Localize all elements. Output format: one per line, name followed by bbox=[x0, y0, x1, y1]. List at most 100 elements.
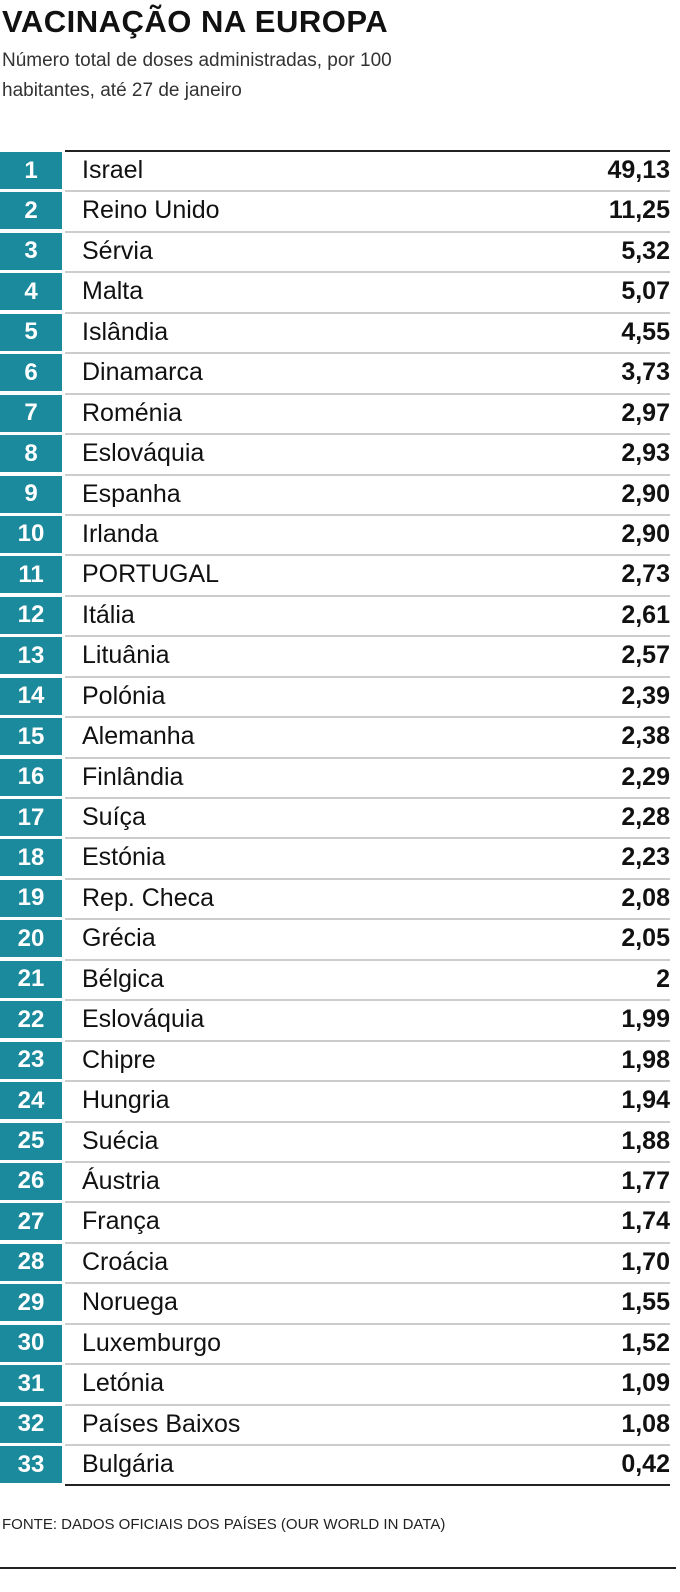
country-name: Noruega bbox=[82, 1288, 178, 1317]
ranking-table: 1 Israel 49,13 2 Reino Unido 11,25 3 Sérvia 5,32… bbox=[0, 150, 670, 1484]
rank-badge: 21 bbox=[0, 960, 62, 998]
country-name: Suíça bbox=[82, 803, 146, 831]
table-row: 5 Islândia 4,55 bbox=[0, 311, 670, 352]
row-divider bbox=[65, 1080, 670, 1083]
rank-badge: 8 bbox=[0, 435, 62, 473]
country-name: Bélgica bbox=[82, 964, 164, 993]
country-name: Croácia bbox=[82, 1247, 169, 1276]
table-row: 28 Croácia 1,70 bbox=[0, 1241, 670, 1282]
row-divider bbox=[65, 190, 670, 193]
row-divider bbox=[65, 594, 670, 597]
table-bottom-rule bbox=[65, 1484, 670, 1486]
table-row: 32 Países Baixos 1,08 bbox=[0, 1403, 670, 1444]
table-row: 6 Dinamarca 3,73 bbox=[0, 352, 670, 392]
dose-value: 2,90 bbox=[621, 519, 670, 548]
row-divider bbox=[65, 1322, 670, 1325]
table-row: 1 Israel 49,13 bbox=[0, 150, 670, 190]
row-divider bbox=[65, 1241, 670, 1244]
rank-badge: 1 bbox=[0, 152, 62, 189]
rank-badge: 30 bbox=[0, 1324, 62, 1362]
country-name: Hungria bbox=[82, 1086, 170, 1115]
dose-value: 2,29 bbox=[621, 762, 670, 791]
table-row: 24 Hungria 1,94 bbox=[0, 1080, 670, 1120]
table-row: 3 Sérvia 5,32 bbox=[0, 230, 670, 271]
rank-badge: 27 bbox=[0, 1203, 62, 1241]
dose-value: 2,38 bbox=[621, 722, 670, 751]
row-divider bbox=[65, 958, 670, 961]
table-row: 15 Alemanha 2,38 bbox=[0, 716, 670, 756]
country-name: Reino Unido bbox=[82, 196, 220, 225]
dose-value: 11,25 bbox=[608, 196, 670, 225]
row-divider bbox=[65, 352, 670, 355]
table-row: 23 Chipre 1,98 bbox=[0, 1039, 670, 1080]
row-divider bbox=[65, 635, 670, 638]
rank-badge: 6 bbox=[0, 354, 62, 392]
rank-badge: 2 bbox=[0, 192, 62, 230]
table-row: 9 Espanha 2,90 bbox=[0, 473, 670, 514]
table-row: 22 Eslováquia 1,99 bbox=[0, 999, 670, 1039]
country-name: Países Baixos bbox=[82, 1409, 241, 1438]
table-row: 14 Polónia 2,39 bbox=[0, 675, 670, 716]
table-row: 19 Rep. Checa 2,08 bbox=[0, 877, 670, 918]
dose-value: 5,32 bbox=[621, 236, 670, 265]
dose-value: 49,13 bbox=[607, 156, 670, 184]
row-divider bbox=[65, 797, 670, 799]
table-row: 12 Itália 2,61 bbox=[0, 594, 670, 635]
table-row: 33 Bulgária 0,42 bbox=[0, 1444, 670, 1484]
country-name: Estónia bbox=[82, 843, 166, 872]
table-row: 31 Letónia 1,09 bbox=[0, 1363, 670, 1403]
rank-badge: 29 bbox=[0, 1284, 62, 1322]
table-row: 10 Irlanda 2,90 bbox=[0, 513, 670, 554]
table-row: 20 Grécia 2,05 bbox=[0, 918, 670, 958]
country-name: Irlanda bbox=[82, 519, 159, 548]
dose-value: 5,07 bbox=[621, 277, 670, 306]
country-name: Roménia bbox=[82, 398, 183, 427]
dose-value: 1,55 bbox=[621, 1288, 670, 1317]
row-divider bbox=[65, 675, 670, 678]
dose-value: 2,73 bbox=[621, 560, 670, 589]
rank-badge: 28 bbox=[0, 1243, 62, 1281]
country-name: Suécia bbox=[82, 1126, 159, 1155]
table-row: 17 Suíça 2,28 bbox=[0, 797, 670, 837]
country-name: Bulgária bbox=[82, 1450, 174, 1478]
dose-value: 2,28 bbox=[621, 803, 670, 831]
country-name: Dinamarca bbox=[82, 358, 203, 387]
country-name: PORTUGAL bbox=[82, 560, 220, 589]
rank-badge: 14 bbox=[0, 677, 62, 715]
country-name: Finlândia bbox=[82, 762, 184, 791]
dose-value: 2,97 bbox=[621, 398, 670, 427]
row-divider bbox=[65, 513, 670, 516]
rank-badge: 11 bbox=[0, 556, 62, 594]
rank-badge: 9 bbox=[0, 475, 62, 513]
rank-badge: 19 bbox=[0, 879, 62, 917]
dose-value: 2 bbox=[656, 964, 670, 993]
row-divider bbox=[65, 877, 670, 880]
rank-badge: 24 bbox=[0, 1082, 62, 1120]
dose-value: 2,61 bbox=[621, 600, 670, 629]
country-name: Alemanha bbox=[82, 722, 195, 751]
table-row: 4 Malta 5,07 bbox=[0, 271, 670, 311]
row-divider bbox=[65, 1282, 670, 1285]
table-row: 30 Luxemburgo 1,52 bbox=[0, 1322, 670, 1363]
country-name: França bbox=[82, 1207, 160, 1236]
country-name: Áustria bbox=[82, 1166, 160, 1195]
rank-badge: 7 bbox=[0, 394, 62, 432]
row-divider bbox=[65, 756, 670, 759]
dose-value: 2,57 bbox=[621, 641, 670, 670]
rank-badge: 23 bbox=[0, 1041, 62, 1079]
table-row: 29 Noruega 1,55 bbox=[0, 1282, 670, 1322]
dose-value: 3,73 bbox=[621, 358, 670, 387]
chart-title: VACINAÇÃO NA EUROPA bbox=[2, 4, 389, 39]
country-name: Espanha bbox=[82, 479, 181, 508]
rank-badge: 18 bbox=[0, 839, 62, 877]
country-name: Lituânia bbox=[82, 641, 170, 670]
country-name: Grécia bbox=[82, 924, 156, 953]
row-divider bbox=[65, 1363, 670, 1366]
chart-subtitle: Número total de doses administradas, por… bbox=[2, 50, 392, 101]
row-divider bbox=[65, 1039, 670, 1042]
table-row: 27 França 1,74 bbox=[0, 1201, 670, 1241]
source-rule bbox=[0, 1567, 676, 1569]
row-divider bbox=[65, 311, 670, 314]
country-name: Eslováquia bbox=[82, 439, 205, 468]
rank-badge: 22 bbox=[0, 1001, 62, 1039]
